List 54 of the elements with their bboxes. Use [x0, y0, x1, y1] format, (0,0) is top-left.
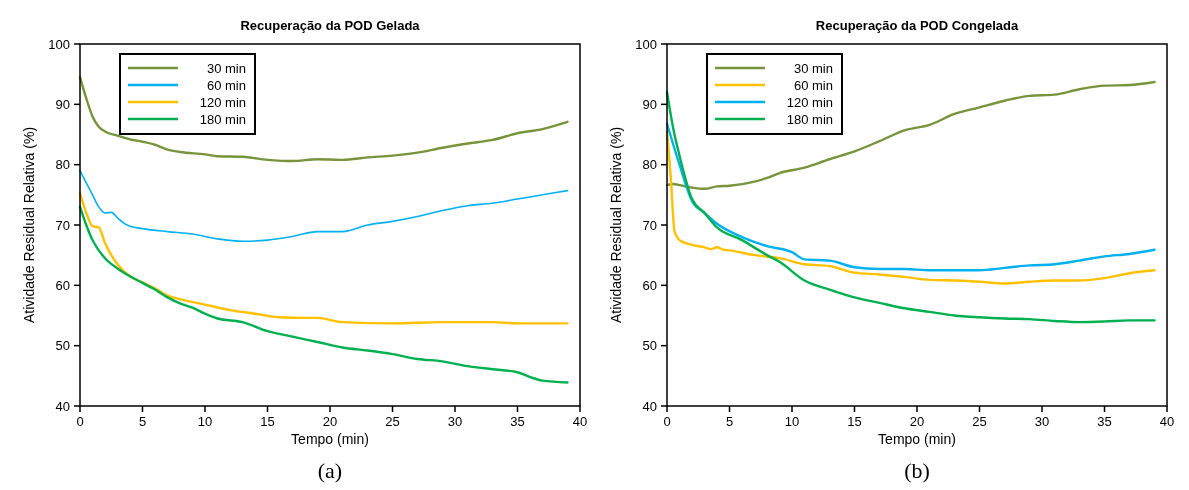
- x-tick-label: 0: [663, 414, 671, 429]
- line-series: [78, 191, 569, 325]
- legend-label: 120 min: [786, 94, 833, 110]
- line-series: [665, 80, 1156, 190]
- x-tick-label: 30: [447, 414, 463, 429]
- y-tick-label: 100: [635, 36, 657, 52]
- x-axis-title: Tempo (min): [291, 431, 369, 447]
- x-tick-label: 5: [138, 414, 147, 429]
- y-tick-label: 40: [55, 398, 70, 414]
- x-tick-label: 40: [1159, 414, 1175, 429]
- x-tick-label: 0: [76, 414, 84, 429]
- y-tick-label: 70: [642, 217, 657, 233]
- text: (b): [904, 458, 930, 483]
- legend-label: 30 min: [793, 60, 833, 76]
- legend-label: 60 min: [793, 77, 833, 93]
- x-tick-label: 40: [572, 414, 588, 429]
- x-tick-label: 15: [260, 414, 275, 429]
- y-tick-label: 70: [55, 217, 70, 233]
- legend-label: 180 min: [199, 111, 246, 127]
- y-tick-label: 90: [642, 96, 657, 112]
- y-tick-label: 60: [55, 277, 70, 293]
- x-tick-label: 25: [972, 414, 987, 429]
- y-tick-label: 60: [642, 277, 657, 293]
- legend-label: 180 min: [786, 111, 833, 127]
- line-series: [665, 91, 1156, 324]
- y-tick-label: 100: [48, 36, 70, 52]
- x-tick-label: 35: [510, 414, 525, 429]
- chart-title: Recuperação da POD Congelada: [815, 18, 1019, 33]
- text: (a): [317, 458, 343, 483]
- x-tick-label: 10: [197, 414, 213, 429]
- x-tick-label: 20: [909, 414, 925, 429]
- x-tick-label: 25: [385, 414, 400, 429]
- x-tick-label: 15: [847, 414, 862, 429]
- legend-label: 120 min: [199, 94, 246, 110]
- x-tick-label: 10: [784, 414, 800, 429]
- x-tick-label: 20: [322, 414, 338, 429]
- line-series: [78, 75, 569, 163]
- chart-title: Recuperação da POD Gelada: [240, 18, 421, 33]
- line-series: [79, 169, 569, 243]
- y-tick-label: 40: [642, 398, 657, 414]
- y-axis-title: Atividade Residual Relativa (%): [608, 126, 624, 324]
- x-tick-label: 5: [725, 414, 734, 429]
- y-tick-label: 90: [55, 96, 70, 112]
- y-axis-title: Atividade Residual Relativa (%): [21, 126, 37, 324]
- x-tick-label: 35: [1097, 414, 1112, 429]
- y-tick-label: 50: [55, 338, 70, 354]
- y-tick-label: 80: [55, 157, 70, 173]
- x-axis-title: Tempo (min): [878, 431, 956, 447]
- y-tick-label: 50: [642, 338, 657, 354]
- y-tick-label: 80: [642, 157, 657, 173]
- x-tick-label: 30: [1034, 414, 1050, 429]
- legend-label: 60 min: [206, 77, 246, 93]
- line-series: [78, 205, 569, 384]
- legend-label: 30 min: [206, 60, 246, 76]
